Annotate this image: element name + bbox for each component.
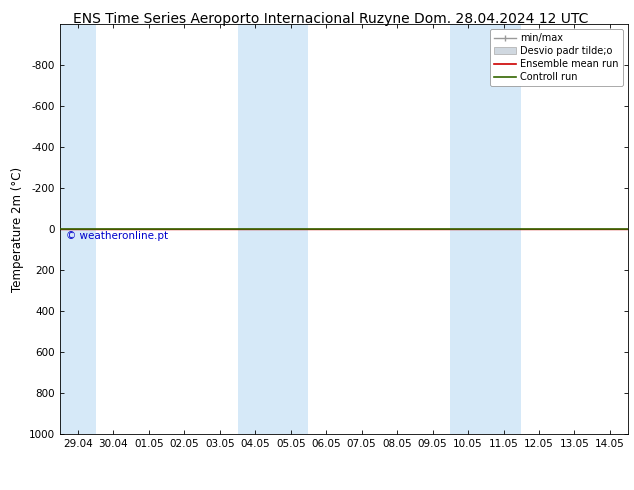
Legend: min/max, Desvio padr tilde;o, Ensemble mean run, Controll run: min/max, Desvio padr tilde;o, Ensemble m… bbox=[490, 29, 623, 86]
Bar bbox=[60, 24, 96, 434]
Y-axis label: Temperature 2m (°C): Temperature 2m (°C) bbox=[11, 167, 23, 292]
Bar bbox=[450, 24, 521, 434]
Bar bbox=[238, 24, 309, 434]
Text: © weatheronline.pt: © weatheronline.pt bbox=[66, 231, 168, 241]
Text: ENS Time Series Aeroporto Internacional Ruzyne: ENS Time Series Aeroporto Internacional … bbox=[73, 12, 409, 26]
Text: Dom. 28.04.2024 12 UTC: Dom. 28.04.2024 12 UTC bbox=[413, 12, 588, 26]
